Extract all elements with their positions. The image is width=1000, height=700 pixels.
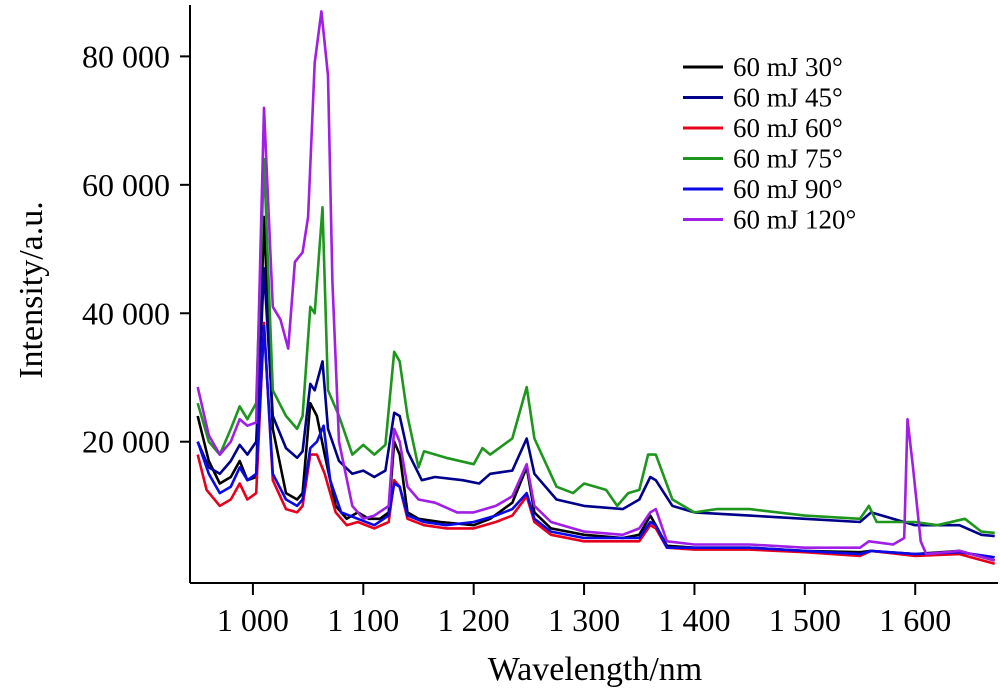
legend-label: 60 mJ 90° <box>733 174 843 204</box>
series-line-1 <box>196 267 995 538</box>
series-line-5 <box>196 10 996 562</box>
legend-label: 60 mJ 30° <box>733 52 843 82</box>
y-tick-label: 40 000 <box>82 295 170 331</box>
axes: 20 000 40 000 60 000 80 000 1 000 1 100 1 200 1… <box>82 5 998 638</box>
series-line-3 <box>196 157 995 535</box>
y-tick-label: 60 000 <box>82 167 170 203</box>
x-axis-label: Wavelength/nm <box>488 651 702 688</box>
x-tick-label: 1 200 <box>438 602 510 638</box>
y-axis-label: Intensity/a.u. <box>13 201 50 379</box>
legend-label: 60 mJ 75° <box>733 144 843 174</box>
legend-label: 60 mJ 60° <box>733 113 843 143</box>
x-tick-label: 1 000 <box>217 602 289 638</box>
y-tick-label: 80 000 <box>82 38 170 74</box>
x-tick-label: 1 300 <box>548 602 620 638</box>
series-line-2 <box>196 321 996 565</box>
y-tick-label: 20 000 <box>82 424 170 460</box>
series-layer <box>196 10 996 565</box>
x-tick-label: 1 100 <box>327 602 399 638</box>
legend: 60 mJ 30°60 mJ 45°60 mJ 60°60 mJ 75°60 m… <box>683 52 856 235</box>
legend-label: 60 mJ 120° <box>733 205 856 235</box>
legend-label: 60 mJ 45° <box>733 83 843 113</box>
x-tick-label: 1 500 <box>769 602 841 638</box>
x-tick-label: 1 600 <box>879 602 951 638</box>
x-tick-label: 1 400 <box>658 602 730 638</box>
series-line-4 <box>196 324 995 559</box>
